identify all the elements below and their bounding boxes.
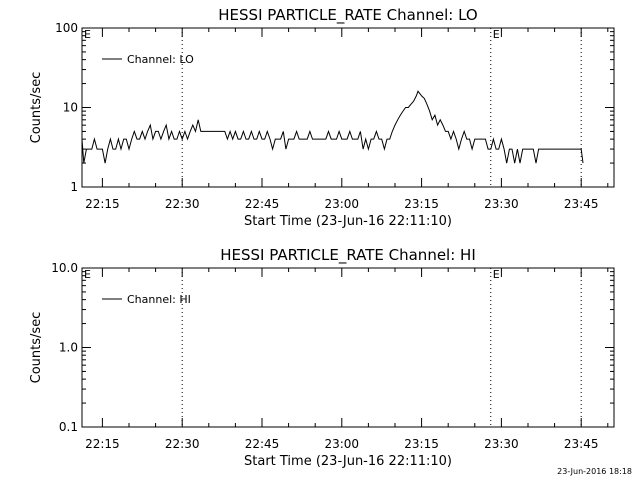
chart-panel: HESSI PARTICLE_RATE Channel: HI Start Tim…	[29, 246, 615, 469]
x-tick-label: 22:30	[165, 437, 200, 451]
event-marker-label: E	[84, 28, 91, 41]
event-marker-label: E	[493, 28, 500, 41]
y-axis-label: Counts/sec	[29, 312, 44, 384]
x-tick-label: 22:45	[245, 437, 280, 451]
y-tick-label: 10	[63, 101, 78, 115]
x-tick-label: 22:15	[85, 437, 120, 451]
event-marker-label: E	[84, 268, 91, 281]
chart-panels: HESSI PARTICLE_RATE Channel: LO Start Tim…	[29, 6, 615, 469]
x-tick-label: 22:30	[165, 197, 200, 211]
x-tick-label: 23:00	[324, 437, 359, 451]
x-axis-label: Start Time (23-Jun-16 22:11:10)	[244, 214, 452, 229]
y-tick-label: 1	[70, 180, 78, 194]
series-line	[81, 90, 584, 164]
x-axis-label: Start Time (23-Jun-16 22:11:10)	[244, 454, 452, 469]
y-tick-label: 10.0	[51, 261, 78, 275]
chart-title: HESSI PARTICLE_RATE Channel: LO	[218, 6, 477, 25]
x-tick-label: 23:30	[484, 437, 519, 451]
legend-entry: Channel: LO	[127, 53, 194, 66]
chart-panel: HESSI PARTICLE_RATE Channel: LO Start Tim…	[29, 6, 615, 229]
event-marker-label: E	[493, 268, 500, 281]
x-tick-label: 23:45	[564, 197, 599, 211]
y-axis-label: Counts/sec	[29, 72, 44, 144]
y-tick-label: 0.1	[59, 420, 78, 434]
chart-title: HESSI PARTICLE_RATE Channel: HI	[220, 246, 476, 265]
x-tick-label: 23:00	[324, 197, 359, 211]
x-tick-label: 23:15	[404, 437, 439, 451]
legend-entry: Channel: HI	[127, 293, 191, 306]
x-tick-label: 23:45	[564, 437, 599, 451]
y-tick-label: 1.0	[59, 341, 78, 355]
x-tick-label: 22:15	[85, 197, 120, 211]
x-tick-label: 23:30	[484, 197, 519, 211]
y-tick-label: 100	[55, 21, 78, 35]
x-tick-label: 22:45	[245, 197, 280, 211]
x-tick-label: 23:15	[404, 197, 439, 211]
footer-timestamp: 23-Jun-2016 18:18	[557, 467, 632, 476]
